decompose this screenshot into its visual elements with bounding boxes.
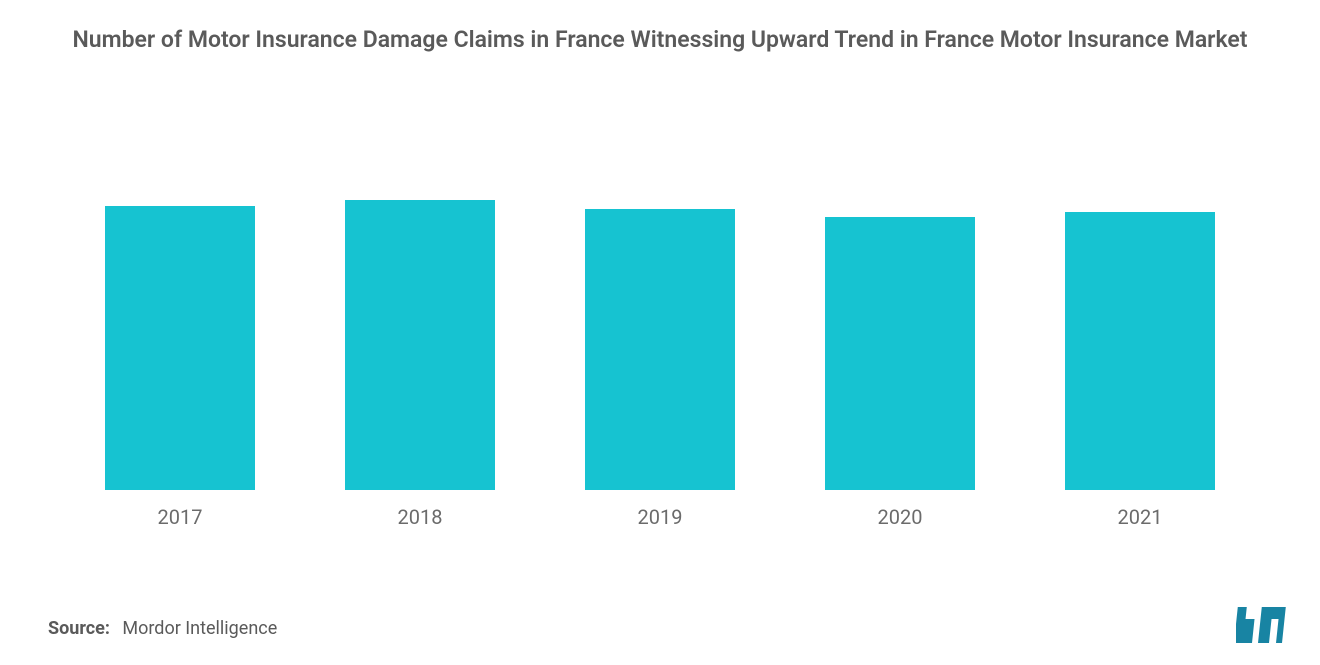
bar-slot (1020, 200, 1260, 490)
bar-slot (780, 200, 1020, 490)
bar (345, 200, 495, 490)
x-axis-labels: 20172018201920202021 (60, 505, 1260, 529)
bar-slot (60, 200, 300, 490)
chart-title-container: Number of Motor Insurance Damage Claims … (0, 0, 1320, 55)
bar (585, 209, 735, 490)
bar (1065, 212, 1215, 490)
bar (825, 217, 975, 490)
brand-logo-icon (1236, 605, 1292, 645)
source-footer: Source: Mordor Intelligence (48, 618, 277, 639)
bar-chart-plot (60, 200, 1260, 490)
chart-title: Number of Motor Insurance Damage Claims … (60, 24, 1260, 55)
x-axis-label: 2020 (780, 505, 1020, 529)
source-value: Mordor Intelligence (122, 618, 277, 639)
bar (105, 206, 255, 490)
x-axis-label: 2017 (60, 505, 300, 529)
source-label: Source: (48, 618, 110, 639)
bar-slot (300, 200, 540, 490)
bar-slot (540, 200, 780, 490)
x-axis-label: 2018 (300, 505, 540, 529)
x-axis-label: 2021 (1020, 505, 1260, 529)
x-axis-label: 2019 (540, 505, 780, 529)
